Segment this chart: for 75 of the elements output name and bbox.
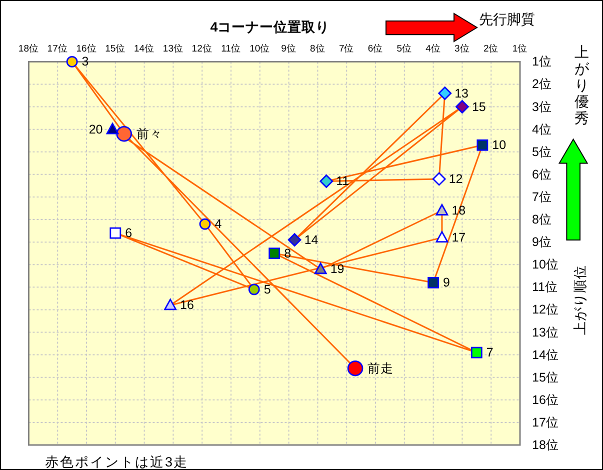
annotation: 7	[486, 346, 494, 360]
x-tick-label: 14位	[134, 42, 155, 54]
text: 上がり優秀	[574, 44, 590, 127]
x-tick-label: 11位	[221, 42, 241, 54]
point	[314, 262, 327, 274]
annotation: 9	[443, 276, 450, 290]
y-tick-label: 15位	[532, 370, 559, 384]
annotation: 10	[492, 138, 506, 152]
y-tick-label: 2位	[532, 77, 552, 92]
y-tick-label: 10位	[532, 258, 559, 272]
point	[248, 284, 260, 296]
annotation: 16	[180, 298, 194, 312]
point	[164, 298, 177, 310]
x-tick-label: 15位	[105, 42, 126, 54]
y-tick-label: 9位	[532, 235, 552, 250]
x-tick-label: 10位	[250, 42, 270, 54]
annotation: 17	[452, 230, 466, 245]
point	[288, 233, 302, 247]
y-tick-label: 3位	[532, 100, 552, 114]
x-tick-label: 6位	[368, 42, 384, 54]
y-tick-label: 5位	[532, 144, 552, 159]
annotation: 20	[88, 122, 103, 136]
y-tick-label: 11位	[532, 280, 558, 294]
annotation: 12	[448, 172, 463, 186]
x-tick-label: 3位	[454, 42, 470, 54]
annotation: 4	[214, 217, 222, 232]
x-tick-label: 2位	[483, 42, 499, 54]
annotation: 前走	[368, 361, 394, 376]
y-tick-label: 7位	[532, 190, 552, 204]
point	[470, 346, 482, 358]
y-tick-label: 12位	[532, 302, 559, 317]
x-tick-label: 8位	[310, 42, 326, 54]
point	[456, 100, 469, 114]
point	[66, 56, 78, 68]
point	[347, 360, 364, 376]
x-axis-title: 4コーナー位置取り	[210, 20, 330, 34]
x-tick-label: 18位	[18, 42, 39, 54]
y-tick-label: 6位	[532, 167, 552, 182]
x-tick-label: 1位	[512, 42, 528, 54]
point	[106, 122, 119, 134]
annotation: 14	[304, 232, 318, 247]
annotation: 3	[82, 54, 89, 69]
y-tick-label: 4位	[532, 122, 552, 136]
x-tick-label: 9位	[281, 42, 296, 54]
y-axis-title: 上がり順位	[572, 265, 588, 335]
x-tick-label: 16位	[76, 42, 97, 54]
point	[476, 139, 488, 151]
x-tick-label: 17位	[47, 42, 68, 54]
point	[436, 204, 448, 216]
x-tick-label: 12位	[192, 42, 212, 54]
x-tick-label: 13位	[162, 42, 184, 54]
point	[116, 126, 132, 142]
annotation: 前々	[136, 126, 162, 141]
point	[438, 86, 452, 100]
y-tick-label: 17位	[532, 415, 559, 430]
annotation: 19	[330, 262, 344, 276]
point	[428, 276, 439, 288]
point	[320, 174, 334, 188]
y-tick-label: 1位	[532, 54, 552, 69]
y-tick-label: 14位	[532, 348, 559, 362]
text: 先行脚質	[479, 11, 535, 27]
annotation: 15	[472, 100, 486, 114]
y-tick-label: 8位	[532, 212, 552, 227]
y-tick-label: 13位	[532, 325, 559, 340]
point	[268, 248, 280, 260]
annotation: 6	[125, 226, 132, 240]
y-tick-label: 16位	[532, 392, 559, 407]
x-tick-label: 5位	[396, 42, 412, 54]
x-tick-label: 4位	[426, 42, 441, 54]
y-tick-label: 18位	[532, 438, 559, 452]
annotation: 13	[454, 86, 469, 100]
x-tick-label: 7位	[338, 42, 354, 54]
annotation: 5	[264, 282, 271, 296]
text: 赤色ポイントは近3走	[45, 454, 189, 470]
point	[199, 218, 211, 230]
